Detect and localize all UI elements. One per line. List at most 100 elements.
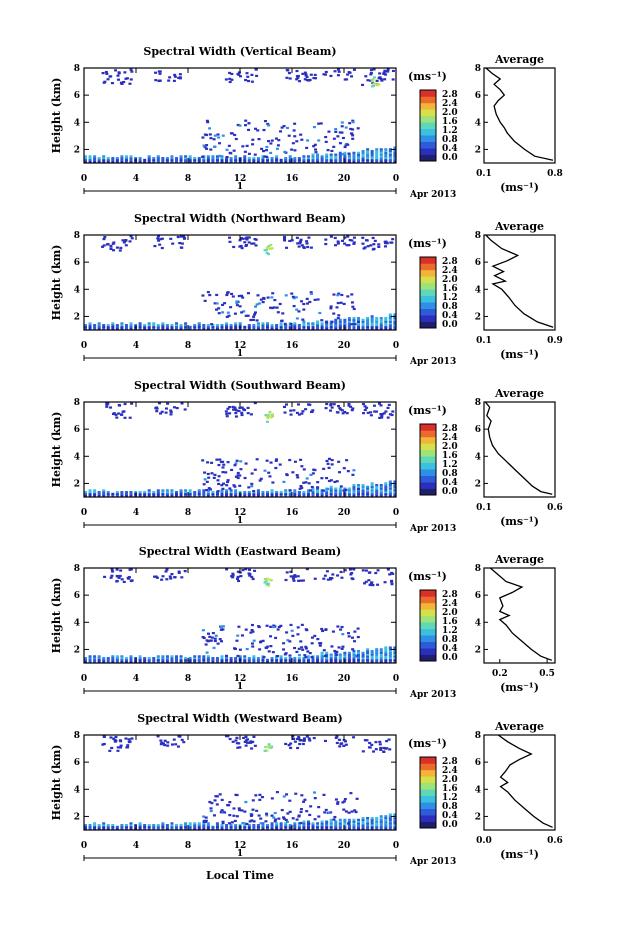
heatmap-cell xyxy=(388,315,392,318)
heatmap-cell xyxy=(340,121,344,124)
colorbar-swatch xyxy=(420,757,436,764)
heatmap-cell xyxy=(288,325,292,328)
heatmap-cell xyxy=(243,658,247,661)
heatmap-cell xyxy=(202,325,206,328)
heatmap-cell xyxy=(84,660,87,663)
heatmap-cell xyxy=(97,491,101,494)
heatmap-cell xyxy=(352,494,356,497)
heatmap-cell xyxy=(221,471,225,474)
heatmap-cell xyxy=(302,468,306,471)
heatmap-cell xyxy=(283,411,287,414)
heatmap-cell xyxy=(252,660,256,663)
heatmap-cell xyxy=(384,158,388,161)
heatmap-cell xyxy=(320,660,324,663)
heatmap-cell xyxy=(121,239,125,242)
heatmap-cell xyxy=(245,647,249,651)
heatmap-cell xyxy=(302,308,306,311)
heatmap-cell xyxy=(261,157,265,160)
heatmap-cell xyxy=(217,136,221,139)
heatmap-cell xyxy=(370,322,374,325)
heatmap-cell xyxy=(88,158,92,161)
heatmap-cell xyxy=(366,492,370,495)
heatmap-cell xyxy=(337,738,341,741)
heatmap-cell xyxy=(211,827,215,830)
heatmap-cell xyxy=(176,745,180,748)
heatmap-cell xyxy=(388,480,392,483)
heatmap-cell xyxy=(352,658,356,661)
heatmap-cell xyxy=(250,485,254,488)
heatmap-cell xyxy=(357,322,360,325)
heatmap-cell xyxy=(115,246,119,249)
heatmap-cell xyxy=(231,574,235,577)
heatmap-cell xyxy=(379,322,383,325)
heatmap-cell xyxy=(393,489,397,492)
colorbar-tick-label: 2.4 xyxy=(442,99,458,109)
heatmap-cell xyxy=(388,413,392,416)
heatmap-cell xyxy=(184,324,188,327)
heatmap-cell xyxy=(182,741,186,744)
heatmap-cell xyxy=(336,294,340,297)
heatmap-cell xyxy=(375,653,379,656)
heatmap-cell xyxy=(217,463,221,467)
heatmap-cell xyxy=(266,825,269,828)
heatmap-cell xyxy=(289,409,293,412)
heatmap-cell xyxy=(350,293,354,296)
heatmap-cell xyxy=(247,825,251,828)
heatmap-cell xyxy=(256,492,260,495)
heatmap-cell xyxy=(357,818,360,821)
heatmap-cell xyxy=(361,157,365,160)
heatmap-cell xyxy=(341,412,345,415)
heatmap-cell xyxy=(197,324,201,327)
heatmap-cell xyxy=(366,160,370,163)
heatmap-cell xyxy=(220,827,224,830)
heatmap-cell xyxy=(283,322,287,325)
heatmap-cell xyxy=(247,325,251,328)
heatmap-cell xyxy=(329,655,333,658)
heatmap-cell xyxy=(223,302,227,305)
heatmap-cell xyxy=(169,577,173,580)
heatmap-cell xyxy=(330,458,334,462)
heatmap-cell xyxy=(366,648,370,651)
heatmap-cell xyxy=(238,124,242,127)
heatmap-cell xyxy=(138,157,142,160)
heatmap-cell xyxy=(264,820,268,823)
heatmap-cell xyxy=(165,655,169,658)
heatmap-cell xyxy=(294,792,298,795)
heatmap-cell xyxy=(302,158,306,161)
heatmap-cell xyxy=(347,491,351,494)
heatmap-cell xyxy=(238,305,242,308)
heatmap-cell xyxy=(128,740,132,743)
heatmap-cell xyxy=(225,825,229,828)
heatmap-cell xyxy=(110,574,114,577)
heatmap-cell xyxy=(311,827,315,830)
heatmap-cell xyxy=(375,655,379,658)
heatmap-cell xyxy=(193,491,197,494)
heatmap-cell xyxy=(127,738,131,741)
heatmap-cell xyxy=(102,158,106,161)
heatmap-cell xyxy=(120,413,124,416)
heatmap-cell xyxy=(334,827,338,830)
heatmap-cell xyxy=(202,327,206,330)
heatmap-cell xyxy=(352,483,356,487)
heatmap-cell xyxy=(152,827,156,830)
heatmap-cell xyxy=(225,491,229,494)
heatmap-cell xyxy=(252,827,256,830)
heatmap-cell xyxy=(352,241,356,244)
heatmap-cell xyxy=(325,660,329,663)
heatmap-cell xyxy=(288,77,292,80)
heatmap-cell xyxy=(153,575,157,578)
heatmap-cell xyxy=(172,738,176,741)
heatmap-cell xyxy=(388,494,392,497)
heatmap-cell xyxy=(243,660,247,663)
heatmap-cell xyxy=(216,133,220,136)
heatmap-cell xyxy=(138,655,142,658)
heatmap-cell xyxy=(302,157,306,160)
heatmap-cell xyxy=(206,632,210,635)
heatmap-cell xyxy=(221,303,225,306)
heatmap-cell xyxy=(322,73,326,76)
heatmap-cell xyxy=(352,320,356,323)
heatmap-cell xyxy=(120,655,124,658)
heatmap-cell xyxy=(159,238,163,241)
heatmap-cell xyxy=(175,658,178,661)
heatmap-cell xyxy=(252,157,256,160)
